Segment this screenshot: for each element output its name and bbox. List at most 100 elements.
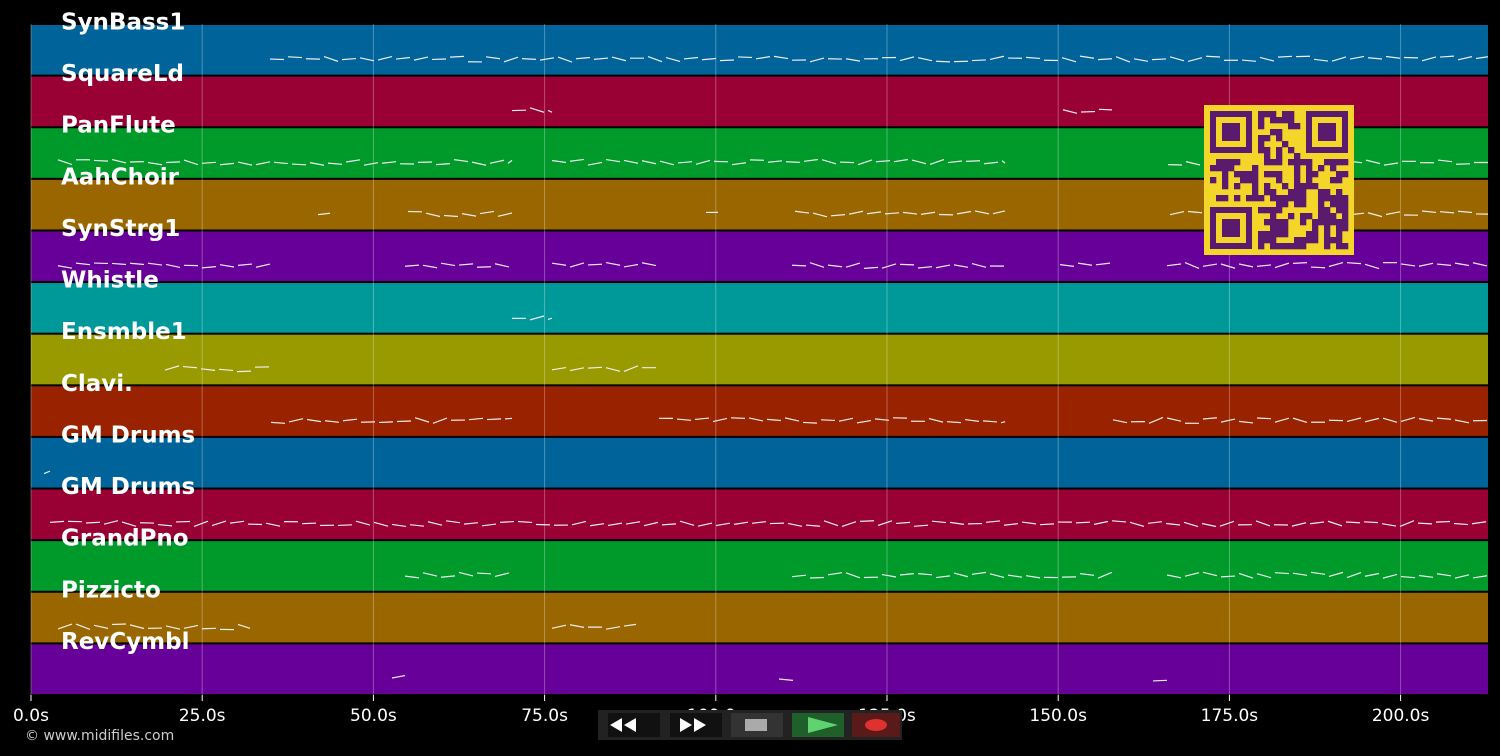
note	[827, 264, 843, 268]
note	[1310, 571, 1326, 575]
note	[1259, 56, 1275, 62]
qr-cell	[1246, 195, 1253, 202]
rewind-button[interactable]	[608, 713, 660, 737]
qr-cell	[1306, 183, 1313, 190]
note	[737, 56, 753, 59]
note	[1421, 210, 1437, 214]
qr-cell	[1276, 117, 1283, 124]
qr-cell	[1258, 111, 1265, 118]
play-button[interactable]	[792, 713, 844, 737]
note	[93, 624, 109, 629]
qr-cell	[1294, 189, 1301, 196]
note	[605, 261, 621, 266]
note	[809, 262, 825, 268]
note	[1238, 420, 1254, 424]
note	[377, 55, 393, 61]
note	[229, 520, 245, 524]
qr-cell	[1324, 189, 1331, 196]
note	[1346, 262, 1362, 265]
qr-cell	[1276, 243, 1283, 250]
note	[449, 55, 465, 58]
note	[881, 573, 897, 578]
qr-cell	[1336, 243, 1343, 250]
note	[1187, 210, 1203, 214]
note	[1313, 58, 1329, 62]
qr-cell	[1270, 243, 1277, 250]
qr-cell	[1342, 243, 1349, 250]
note	[1166, 417, 1182, 422]
note	[1385, 55, 1401, 59]
qr-cell	[1276, 207, 1283, 214]
note	[974, 210, 990, 215]
note	[476, 572, 492, 575]
qr-cell	[1270, 189, 1277, 196]
note	[1151, 58, 1167, 61]
note	[1383, 162, 1399, 166]
note	[1291, 522, 1307, 527]
qr-cell	[1270, 225, 1277, 232]
qr-cell	[1288, 117, 1295, 124]
note	[866, 211, 882, 215]
note	[791, 574, 807, 578]
note	[1184, 572, 1200, 577]
qr-cell	[1282, 195, 1289, 202]
note	[839, 161, 855, 164]
note	[953, 264, 969, 268]
note	[1292, 417, 1308, 424]
note	[165, 625, 181, 630]
note	[425, 212, 441, 218]
track-name: SynStrg1	[61, 216, 180, 242]
note	[935, 575, 951, 579]
note	[767, 160, 783, 163]
note	[1021, 521, 1037, 525]
qr-cell	[1264, 171, 1271, 178]
note	[440, 575, 456, 578]
note	[499, 520, 515, 523]
note	[913, 524, 929, 527]
qr-cell	[1264, 219, 1271, 226]
qr-cell	[1282, 225, 1289, 232]
qr-cell	[1318, 201, 1325, 208]
note	[971, 571, 987, 575]
note	[989, 573, 1005, 579]
note	[787, 522, 803, 527]
note	[623, 263, 639, 268]
note	[1025, 56, 1041, 60]
note	[287, 56, 303, 59]
note	[1201, 522, 1217, 528]
note	[165, 263, 181, 269]
note	[517, 520, 533, 524]
note	[1220, 263, 1236, 269]
qr-cell	[1300, 219, 1307, 226]
note	[355, 520, 371, 526]
note	[270, 421, 286, 424]
qr-cell	[1270, 195, 1277, 202]
note	[875, 160, 891, 163]
qr-cell	[1258, 123, 1265, 130]
note	[309, 162, 325, 166]
qr-cell	[1324, 237, 1331, 244]
track-name: PanFlute	[61, 113, 176, 139]
note	[1331, 56, 1347, 62]
tick-label: 0.0s	[13, 706, 49, 726]
note	[1292, 262, 1308, 264]
qr-cell	[1288, 147, 1295, 154]
note	[1220, 418, 1236, 423]
forward-button[interactable]	[670, 713, 722, 737]
qr-cell	[1270, 117, 1277, 124]
note	[589, 523, 605, 527]
note	[1075, 521, 1091, 524]
qr-cell	[1294, 195, 1301, 202]
note	[1328, 571, 1344, 578]
note	[1436, 417, 1452, 420]
note	[1345, 521, 1361, 524]
record-button[interactable]	[852, 713, 900, 737]
qr-cell	[1276, 147, 1283, 154]
note	[1169, 210, 1185, 216]
qr-finder	[1318, 123, 1336, 141]
stop-button[interactable]	[731, 713, 783, 737]
note	[1439, 55, 1455, 58]
note	[57, 623, 73, 630]
note	[1364, 572, 1380, 577]
qr-cell	[1300, 213, 1307, 220]
